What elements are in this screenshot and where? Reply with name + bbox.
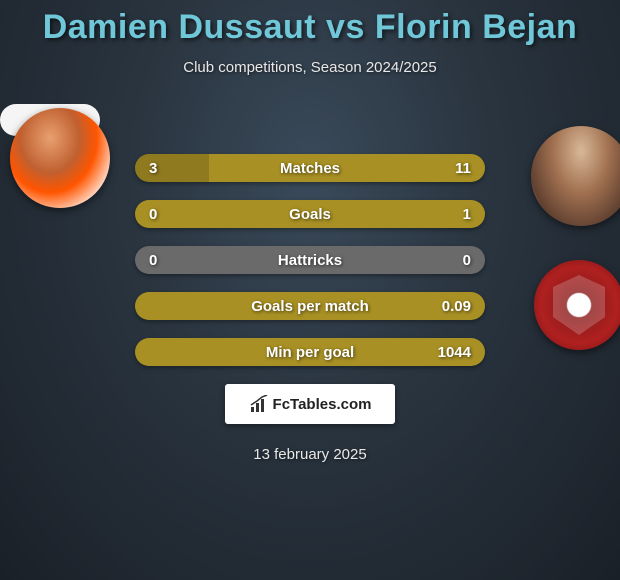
stat-left-value: 0 <box>149 252 157 269</box>
player-right-club-logo <box>534 260 620 350</box>
stat-label: Goals per match <box>251 298 369 315</box>
stat-left-value: 0 <box>149 206 157 223</box>
stat-right-value: 0.09 <box>442 298 471 315</box>
stat-content: 0 Goals 1 <box>149 206 471 223</box>
stat-row: 0 Hattricks 0 <box>135 246 485 274</box>
stat-row: 3 Matches 11 <box>135 154 485 182</box>
date: 13 february 2025 <box>0 446 620 463</box>
watermark: FcTables.com <box>225 384 395 424</box>
player-right-avatar <box>531 126 620 226</box>
stat-row: Min per goal 1044 <box>135 338 485 366</box>
stat-label: Matches <box>280 160 340 177</box>
stat-row: 0 Goals 1 <box>135 200 485 228</box>
stat-right-value: 1 <box>463 206 471 223</box>
infographic-container: Damien Dussaut vs Florin Bejan Club comp… <box>0 0 620 580</box>
subtitle: Club competitions, Season 2024/2025 <box>0 59 620 76</box>
player-left-avatar <box>10 108 110 208</box>
stat-content: 3 Matches 11 <box>149 160 471 177</box>
stat-content: Min per goal 1044 <box>149 344 471 361</box>
stat-label: Goals <box>289 206 331 223</box>
stat-content: Goals per match 0.09 <box>149 298 471 315</box>
stat-content: 0 Hattricks 0 <box>149 252 471 269</box>
comparison-title: Damien Dussaut vs Florin Bejan <box>0 8 620 47</box>
stats-table: 3 Matches 11 0 Goals 1 0 Hattricks 0 Goals per ma… <box>135 136 485 366</box>
stat-right-value: 11 <box>455 160 471 177</box>
stat-label: Min per goal <box>266 344 354 361</box>
stat-row: Goals per match 0.09 <box>135 292 485 320</box>
watermark-text: FcTables.com <box>273 396 372 413</box>
chart-icon <box>249 395 269 413</box>
stat-left-value: 3 <box>149 160 157 177</box>
stat-label: Hattricks <box>278 252 342 269</box>
stat-right-value: 0 <box>463 252 471 269</box>
stat-right-value: 1044 <box>438 344 471 361</box>
